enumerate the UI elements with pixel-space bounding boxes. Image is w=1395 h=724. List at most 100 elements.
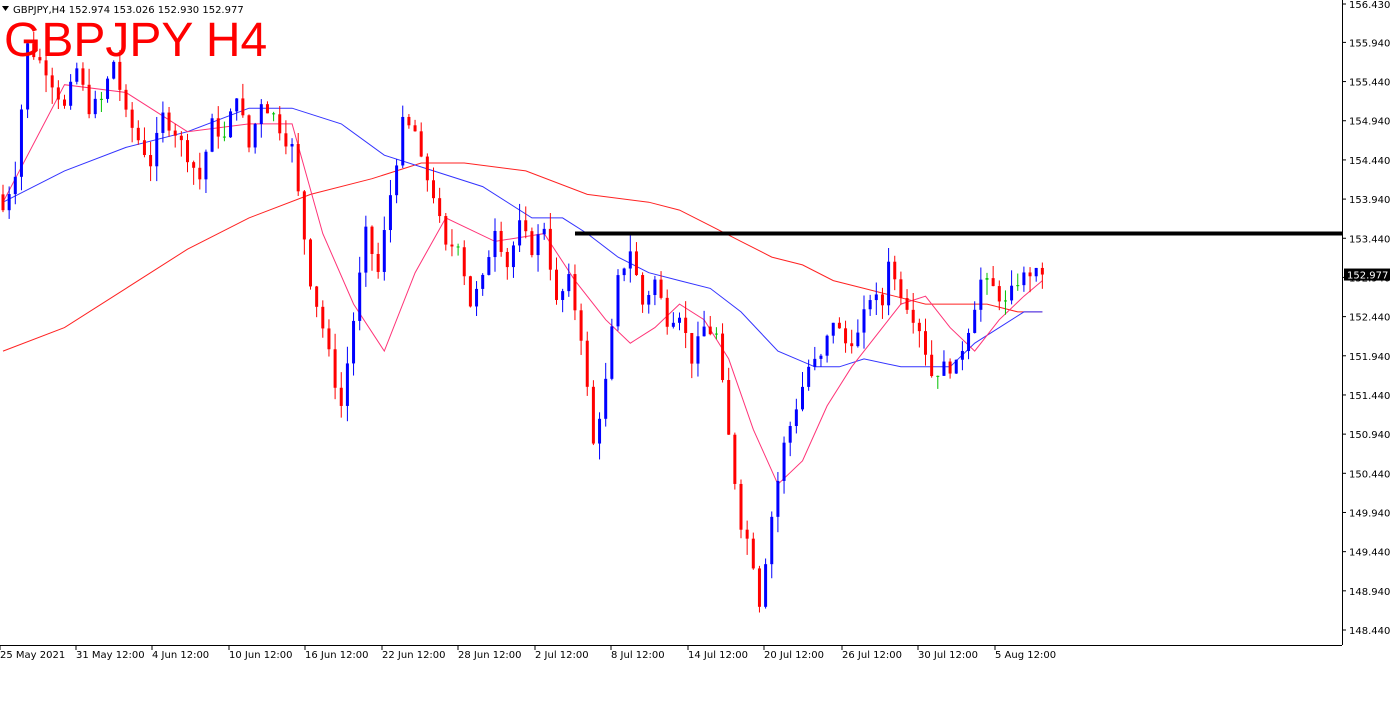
y-tick-label: 150.940: [1349, 430, 1390, 441]
candle: [210, 113, 214, 153]
chevron-down-icon[interactable]: [2, 6, 9, 11]
candle-body: [831, 322, 835, 336]
candle: [444, 212, 448, 251]
candle-body: [942, 361, 946, 376]
candle-body: [696, 336, 700, 364]
candle-body: [352, 320, 356, 364]
candle: [63, 94, 66, 109]
candle-body: [63, 99, 66, 106]
candle-body: [290, 144, 294, 147]
candle: [665, 289, 669, 335]
candle: [764, 558, 768, 609]
candle-body: [960, 351, 964, 360]
candle-body: [794, 409, 798, 427]
candle-body: [745, 529, 749, 539]
candle-body: [850, 343, 854, 347]
candle-body: [382, 230, 386, 272]
candle-body: [192, 162, 196, 168]
candle: [376, 242, 380, 279]
candle: [733, 432, 737, 490]
candle: [432, 167, 435, 204]
candle-body: [874, 294, 878, 301]
candle: [192, 160, 196, 185]
candle-body: [204, 151, 208, 180]
candle: [573, 264, 577, 321]
candle-body: [7, 194, 11, 211]
candle-body: [499, 230, 503, 252]
candle: [831, 322, 835, 344]
candle-body: [333, 349, 337, 388]
x-axis: 25 May 2021 31 May 12:00 4 Jun 12:00 10 Jun…: [0, 645, 1056, 661]
moving-average-slow-line: [2, 162, 1043, 352]
y-tick-label: 151.440: [1349, 391, 1390, 402]
y-tick-label: 149.940: [1349, 508, 1390, 519]
candle: [333, 333, 337, 400]
candle: [684, 301, 688, 349]
candle: [887, 247, 891, 316]
candle: [450, 229, 454, 257]
candle: [481, 273, 485, 296]
candle: [653, 275, 657, 306]
candle-body: [13, 176, 17, 195]
candle: [321, 300, 325, 338]
candle: [954, 359, 958, 374]
current-price-label: 152.977: [1347, 271, 1388, 282]
candle: [788, 421, 792, 457]
x-tick-label: 28 Jun 12:00: [458, 650, 522, 661]
candle-body: [567, 274, 571, 292]
candle-body: [19, 109, 23, 177]
candle-body: [708, 326, 712, 335]
y-tick-label: 154.440: [1349, 156, 1390, 167]
candle-body: [475, 288, 479, 307]
candle-body: [253, 124, 257, 148]
candle-body: [511, 245, 515, 268]
candle-body: [370, 226, 374, 254]
candle: [708, 315, 712, 336]
x-tick-label: 31 May 12:00: [76, 650, 145, 661]
candle-body: [407, 116, 411, 126]
y-tick-label: 154.940: [1349, 117, 1390, 128]
candle: [862, 295, 866, 349]
candle: [339, 372, 343, 418]
candle-body: [807, 366, 811, 387]
x-tick-label: 20 Jul 12:00: [764, 650, 824, 661]
candle: [757, 565, 761, 613]
candle: [56, 80, 60, 110]
candle: [610, 318, 614, 381]
candle-body: [321, 306, 325, 329]
candle: [222, 121, 226, 142]
candle-body: [1034, 267, 1038, 277]
candle-body: [967, 332, 971, 352]
candle-body: [985, 278, 989, 280]
candle: [327, 319, 331, 357]
candle-body: [591, 386, 595, 444]
candle: [32, 31, 36, 60]
candle-body: [979, 279, 983, 310]
candle: [358, 256, 362, 331]
candle: [770, 511, 774, 579]
candle-body: [99, 98, 103, 100]
candle-body: [401, 116, 405, 166]
candle-body: [222, 136, 226, 138]
candle-body: [1040, 267, 1044, 275]
candle-body: [973, 309, 977, 333]
candle-body: [456, 246, 460, 248]
candle: [893, 255, 897, 291]
candle-body: [862, 309, 866, 333]
candle: [917, 318, 921, 348]
candle-body: [702, 326, 706, 337]
candle: [419, 122, 423, 158]
candle: [413, 119, 417, 132]
candle: [942, 350, 946, 376]
candle: [598, 412, 602, 460]
candle: [7, 186, 11, 219]
candle: [690, 332, 694, 379]
candle-body: [364, 226, 368, 273]
candle-body: [887, 261, 891, 306]
x-tick-label: 4 Jun 12:00: [152, 650, 209, 661]
candle: [204, 149, 208, 194]
candle: [124, 84, 128, 118]
candle: [794, 398, 798, 434]
candle-body: [880, 294, 884, 306]
